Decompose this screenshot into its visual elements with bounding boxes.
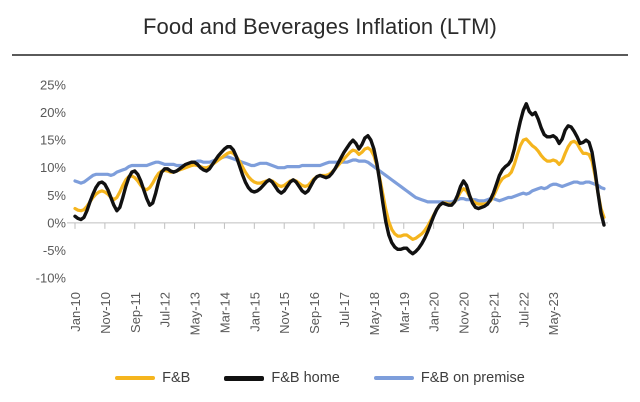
chart-title: Food and Beverages Inflation (LTM) [143,14,497,39]
y-axis-tick-label: 10% [40,160,66,175]
legend-label: F&B home [271,370,340,386]
y-axis-tick-label: 20% [40,105,66,120]
x-axis-tick-label: Jan-15 [247,292,262,332]
x-axis-tick-label: Sep-16 [307,292,322,334]
series-line-f-b [73,137,606,241]
legend-label: F&B [162,370,191,386]
title-divider [12,54,628,56]
data-series-group [73,102,606,256]
x-axis-tick-label: Jan-10 [68,292,83,332]
legend-swatch [373,376,414,380]
legend-swatch [224,375,265,381]
x-axis-tick-label: Jan-20 [427,292,442,332]
x-axis-tick-label: Nov-20 [457,292,472,334]
y-axis-tick-label: 0% [47,215,66,230]
legend-item-f-b-on-premise[interactable]: F&B on premise [373,370,525,386]
chart-legend: F&B F&B home F&B on premise [0,370,640,386]
series-line-f-b-home [73,102,606,256]
x-axis-tick-label: Jul-22 [516,292,531,327]
legend-swatch [115,376,156,380]
x-axis-tick-label: Sep-11 [128,292,143,333]
legend-item-f-b[interactable]: F&B [115,370,190,386]
x-axis: Jan-10 Nov-10 Sep-11 Jul-12 May-13 Mar-14 Jan-… [67,222,608,335]
legend-item-f-b-home[interactable]: F&B home [224,370,340,386]
x-axis-tick-label: Sep-21 [486,292,501,334]
y-axis-tick-label: -5% [43,243,67,258]
x-axis-tick-label: May-18 [367,292,382,335]
x-axis-tick-label: Jul-17 [337,292,352,327]
x-axis-tick-label: Nov-15 [277,292,292,334]
x-axis-tick-label: May-23 [546,292,561,335]
x-axis-tick-label: Jul-12 [158,292,173,327]
legend-label: F&B on premise [420,370,525,386]
y-axis-tick-label: 15% [40,133,66,148]
x-axis-tick-label: Nov-10 [98,292,113,334]
x-axis-tick-label: May-13 [188,292,203,335]
y-axis-tick-label: 25% [40,78,66,93]
y-axis-tick-label: -10% [36,271,67,286]
y-axis-tick-label: 5% [47,188,66,203]
x-axis-tick-label: Mar-14 [217,292,232,333]
x-axis-tick-label: Mar-19 [397,292,412,333]
y-axis: 25% 20% 15% 10% 5% 0% -5% -10% [36,78,67,286]
